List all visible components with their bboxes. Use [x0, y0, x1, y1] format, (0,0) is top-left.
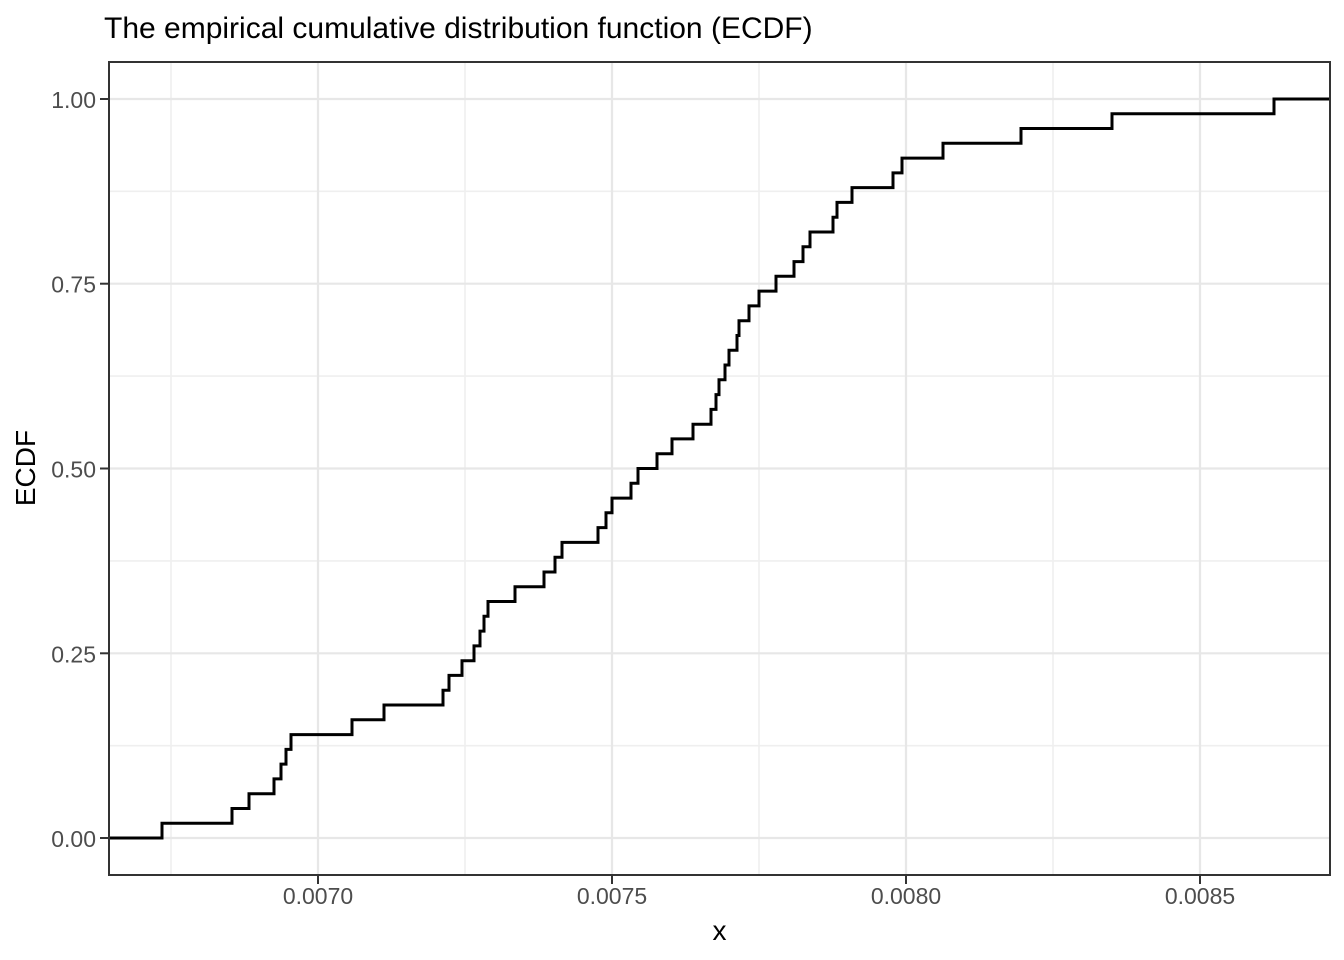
x-tick-label: 0.0070: [283, 883, 353, 909]
y-tick-label: 1.00: [51, 87, 96, 113]
y-tick-label: 0.75: [51, 272, 96, 298]
y-tick-label: 0.50: [51, 457, 96, 483]
chart-title: The empirical cumulative distribution fu…: [104, 12, 813, 45]
y-tick-label: 0.00: [51, 826, 96, 852]
panel-border: [108, 61, 1331, 876]
ecdf-step-line: [109, 97, 1330, 840]
y-tick-label: 0.25: [51, 641, 96, 667]
y-axis-title: ECDF: [10, 429, 41, 507]
x-tick-label: 0.0085: [1165, 883, 1235, 909]
x-tick-label: 0.0075: [577, 883, 647, 909]
x-axis-title: x: [712, 915, 727, 946]
x-tick-label: 0.0080: [871, 883, 941, 909]
